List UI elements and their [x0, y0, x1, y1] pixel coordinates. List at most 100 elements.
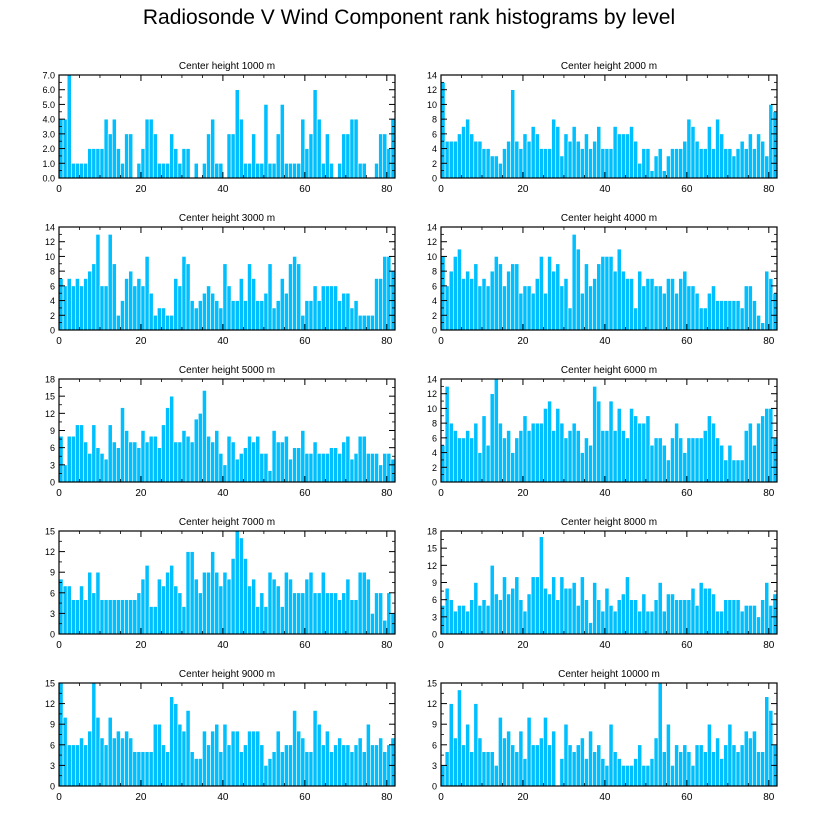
bar: [702, 148, 708, 179]
bar: [152, 133, 158, 179]
bar: [620, 430, 626, 483]
bar: [666, 593, 671, 635]
bar: [493, 378, 499, 483]
bar: [103, 118, 109, 179]
y-tick-label: 6: [50, 443, 55, 453]
bar: [461, 437, 466, 483]
bar: [452, 140, 458, 179]
bar: [288, 744, 293, 787]
bar: [222, 263, 228, 331]
bar: [62, 285, 68, 331]
bar: [226, 578, 232, 635]
bar: [719, 133, 725, 179]
bar: [120, 737, 125, 787]
bar: [198, 300, 203, 331]
bar: [255, 162, 261, 179]
bar: [481, 278, 487, 331]
bar: [251, 278, 256, 331]
y-tick-label: 18: [45, 375, 55, 385]
bar: [234, 89, 240, 179]
bar: [661, 292, 667, 331]
bar: [357, 435, 363, 483]
bar: [711, 593, 716, 635]
bar: [522, 133, 528, 179]
bar: [604, 256, 610, 331]
bar: [357, 162, 363, 179]
bar: [547, 744, 552, 787]
bar: [279, 606, 285, 635]
bar: [259, 453, 265, 483]
bar: [361, 314, 367, 331]
bar: [189, 551, 195, 635]
bar: [271, 751, 277, 787]
x-tick-label: 0: [438, 184, 444, 195]
bar: [637, 162, 643, 179]
y-tick-label: 3.0: [42, 129, 55, 139]
bar: [75, 744, 80, 787]
bar: [596, 126, 602, 179]
y-tick-label: 5.0: [42, 100, 55, 110]
bar: [366, 314, 371, 331]
bar: [353, 453, 359, 483]
x-tick-label: 0: [56, 336, 62, 347]
bar: [206, 571, 211, 635]
bar: [116, 730, 121, 787]
bar: [596, 599, 602, 635]
y-tick-label: 6: [432, 129, 437, 139]
y-tick-label: 12: [45, 699, 55, 709]
bar: [657, 582, 663, 635]
bar: [152, 606, 158, 635]
bar: [292, 256, 297, 331]
bar: [206, 435, 211, 483]
bar: [682, 140, 688, 179]
bar: [198, 592, 203, 635]
bar: [374, 592, 379, 635]
bar: [329, 285, 334, 331]
x-tick-label: 60: [299, 640, 311, 651]
bar: [177, 723, 183, 787]
bar: [571, 422, 577, 483]
bar: [247, 435, 252, 483]
bar: [374, 278, 379, 331]
bar: [238, 453, 244, 483]
y-tick-label: 9: [50, 426, 55, 436]
bar: [382, 256, 388, 331]
bar: [743, 605, 749, 635]
bar: [87, 453, 93, 483]
bar: [731, 744, 737, 787]
bar: [234, 530, 240, 635]
x-tick-label: 60: [681, 488, 693, 499]
panel-title: Center height 8000 m: [561, 517, 657, 528]
bar: [625, 278, 630, 331]
x-tick-label: 60: [299, 336, 311, 347]
bar: [120, 407, 125, 483]
bar: [448, 140, 454, 179]
bar: [374, 744, 379, 787]
bar: [580, 292, 585, 331]
bar: [349, 307, 355, 331]
bar: [325, 592, 330, 635]
bar: [345, 133, 351, 179]
bar: [514, 140, 520, 179]
bar: [329, 592, 334, 635]
bar: [275, 441, 281, 483]
bar: [329, 162, 334, 179]
y-tick-label: 3: [50, 460, 55, 470]
y-tick-label: 9: [50, 568, 55, 578]
bar: [506, 140, 511, 179]
bar: [502, 285, 507, 331]
bar: [169, 565, 175, 635]
y-tick-label: 6: [50, 588, 55, 598]
bar: [218, 585, 224, 635]
bar: [66, 74, 72, 179]
bar: [357, 737, 363, 787]
bar: [222, 464, 228, 483]
bar: [247, 730, 252, 787]
bar: [349, 458, 355, 483]
bar: [279, 104, 285, 179]
bar: [534, 744, 540, 787]
bar: [448, 270, 454, 331]
bar: [457, 689, 462, 787]
bar: [312, 592, 318, 635]
bar: [580, 452, 585, 483]
